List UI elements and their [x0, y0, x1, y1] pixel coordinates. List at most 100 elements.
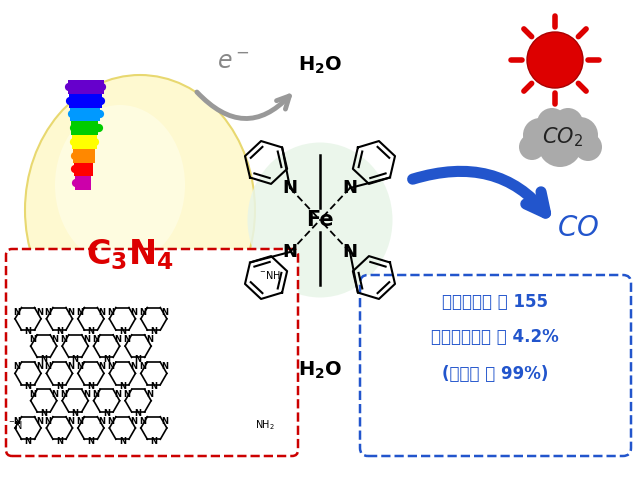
Text: $\mathit{CO_2}$: $\mathit{CO_2}$: [541, 125, 582, 149]
Text: N: N: [146, 335, 153, 344]
Text: $\mathbf{H_2O}$: $\mathbf{H_2O}$: [298, 54, 342, 76]
Text: N: N: [161, 417, 168, 426]
Text: N: N: [72, 409, 79, 418]
Text: N: N: [130, 308, 137, 317]
Text: N: N: [150, 382, 157, 391]
Text: N: N: [24, 327, 31, 336]
Text: Fe: Fe: [306, 210, 334, 230]
Text: N: N: [40, 355, 47, 364]
Text: N: N: [161, 362, 168, 372]
Circle shape: [574, 133, 602, 161]
Polygon shape: [68, 80, 104, 94]
Text: N: N: [67, 308, 74, 317]
Text: N: N: [56, 327, 63, 336]
Text: N: N: [72, 355, 79, 364]
Text: N: N: [124, 390, 131, 399]
Circle shape: [537, 108, 567, 138]
Text: N: N: [92, 390, 99, 399]
Text: $^{-}$NH: $^{-}$NH: [259, 269, 281, 281]
Text: N: N: [67, 362, 74, 372]
Text: N: N: [13, 308, 20, 317]
Text: N: N: [99, 308, 106, 317]
Text: N: N: [40, 409, 47, 418]
Text: 触媒回転数 ～ 155: 触媒回転数 ～ 155: [442, 293, 548, 311]
Text: N: N: [51, 390, 58, 399]
Text: NH$_2$: NH$_2$: [255, 418, 275, 432]
Text: N: N: [13, 362, 20, 372]
FancyArrowPatch shape: [413, 171, 545, 213]
Polygon shape: [70, 108, 100, 121]
Text: N: N: [88, 382, 95, 391]
Text: N: N: [45, 417, 52, 426]
Text: $\mathit{e^-}$: $\mathit{e^-}$: [216, 50, 250, 74]
Circle shape: [519, 134, 545, 160]
Polygon shape: [74, 163, 93, 176]
Text: N: N: [108, 308, 115, 317]
Circle shape: [527, 32, 583, 88]
Polygon shape: [75, 176, 91, 190]
Text: N: N: [134, 355, 141, 364]
Text: N: N: [115, 390, 122, 399]
Text: N: N: [51, 335, 58, 344]
Text: N: N: [24, 436, 31, 445]
Text: N: N: [134, 409, 141, 418]
Text: N: N: [161, 308, 168, 317]
Polygon shape: [72, 135, 97, 149]
Text: N: N: [29, 335, 36, 344]
Text: N: N: [36, 308, 43, 317]
Text: N: N: [76, 362, 83, 372]
Text: N: N: [24, 382, 31, 391]
Text: N: N: [119, 382, 126, 391]
Text: N: N: [36, 417, 43, 426]
Polygon shape: [73, 149, 95, 163]
Text: N: N: [103, 409, 110, 418]
Text: N: N: [150, 327, 157, 336]
Text: N: N: [282, 243, 298, 261]
Text: N: N: [56, 436, 63, 445]
Text: N: N: [119, 327, 126, 336]
Text: N: N: [88, 436, 95, 445]
Text: N: N: [130, 362, 137, 372]
Text: N: N: [13, 417, 20, 426]
Text: N: N: [83, 390, 90, 399]
Text: N: N: [150, 436, 157, 445]
Text: N: N: [76, 417, 83, 426]
Polygon shape: [69, 94, 102, 108]
Text: N: N: [45, 308, 52, 317]
Text: (選択率 ～ 99%): (選択率 ～ 99%): [442, 365, 548, 383]
Circle shape: [523, 118, 557, 152]
Text: N: N: [29, 390, 36, 399]
Text: N: N: [99, 417, 106, 426]
Text: N: N: [139, 417, 146, 426]
Text: $\mathbf{H_2O}$: $\mathbf{H_2O}$: [298, 360, 342, 381]
Text: N: N: [342, 243, 358, 261]
Text: N: N: [103, 355, 110, 364]
Circle shape: [562, 117, 598, 153]
Text: N: N: [36, 362, 43, 372]
Text: N: N: [342, 179, 358, 197]
Text: N: N: [139, 308, 146, 317]
Text: N: N: [119, 436, 126, 445]
Text: N: N: [282, 179, 298, 197]
FancyArrowPatch shape: [197, 92, 289, 119]
Ellipse shape: [248, 143, 392, 298]
Text: N: N: [60, 390, 67, 399]
Text: N: N: [99, 362, 106, 372]
Text: N: N: [130, 417, 137, 426]
Text: N: N: [146, 390, 153, 399]
Text: N: N: [92, 335, 99, 344]
Text: N: N: [115, 335, 122, 344]
Polygon shape: [71, 121, 99, 135]
Circle shape: [538, 123, 582, 167]
Text: $\mathbf{C_3N_4}$: $\mathbf{C_3N_4}$: [86, 238, 173, 272]
Text: N: N: [83, 335, 90, 344]
Text: $^{-}$N: $^{-}$N: [8, 419, 22, 431]
Text: N: N: [88, 327, 95, 336]
Text: N: N: [139, 362, 146, 372]
Text: N: N: [45, 362, 52, 372]
Text: $\mathit{CO}$: $\mathit{CO}$: [557, 214, 599, 242]
Text: N: N: [56, 382, 63, 391]
Ellipse shape: [25, 75, 255, 345]
FancyBboxPatch shape: [360, 275, 631, 456]
Text: N: N: [76, 308, 83, 317]
